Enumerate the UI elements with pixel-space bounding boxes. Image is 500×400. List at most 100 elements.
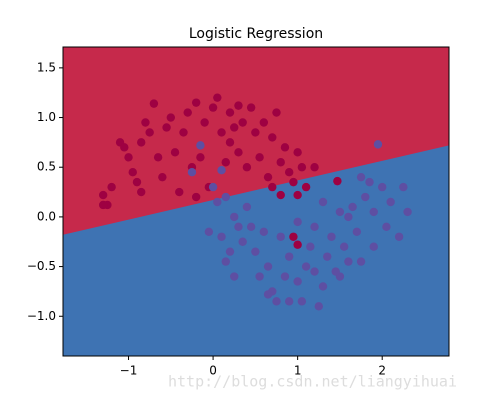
point [225,138,235,147]
point [301,182,311,192]
point [132,177,142,187]
y-tick-label: 1.0 [37,110,56,124]
point [158,172,167,182]
point [179,128,188,137]
point [297,297,307,306]
point [403,207,412,217]
chart-title: Logistic Regression [189,26,323,42]
point [314,302,323,311]
point [293,217,302,227]
point [149,99,159,108]
point [289,177,298,187]
point [331,267,340,276]
point [107,182,116,192]
point [213,197,222,207]
point [276,190,285,200]
point [234,101,243,110]
x-tick-label: 1 [294,364,302,378]
point [162,123,171,132]
point [323,252,332,261]
point [255,272,264,281]
point [124,153,133,162]
point [272,108,281,117]
point [128,167,137,177]
point [166,113,176,122]
point [327,232,336,241]
point [268,133,277,142]
point [284,252,294,261]
point [213,93,222,102]
point [293,148,302,157]
axes-frame [62,46,450,357]
point [335,207,345,217]
point [191,98,201,107]
point [386,197,395,207]
point [251,247,260,256]
point [268,182,277,192]
point [373,140,383,149]
x-tick-label: −1 [120,364,138,378]
point [259,227,269,237]
point [137,138,146,147]
point [339,242,349,251]
point [394,232,404,241]
point [382,222,391,232]
point [310,222,319,232]
point [221,192,230,202]
y-tick-label: −0.5 [27,259,56,273]
point [217,128,226,137]
point [369,242,378,251]
point [310,163,319,172]
plot-area [63,47,449,356]
point [280,143,290,152]
point [238,237,247,246]
point [255,153,264,162]
y-tick-label: 0.0 [37,209,56,223]
point [246,222,256,232]
point [293,190,302,200]
point [141,118,150,127]
y-tick-label: 0.5 [37,160,56,174]
point [365,177,374,187]
point [378,182,387,192]
point [200,118,209,127]
point [230,123,239,132]
point [225,247,235,256]
point [333,176,342,186]
point [344,212,353,222]
y-tick-label: −1.0 [27,309,56,323]
point [344,257,353,266]
point [230,212,239,222]
point [242,163,252,172]
point [280,272,290,281]
point [242,202,252,212]
point [293,240,302,249]
point [399,182,408,192]
point [263,262,273,271]
point [204,227,214,237]
point [196,153,205,162]
point [217,232,226,241]
y-tick-label: 1.5 [37,60,56,74]
point [276,158,285,167]
point [120,143,129,152]
point [293,277,302,286]
point [318,197,328,207]
point [369,207,378,217]
x-tick-label: 2 [378,364,386,378]
point [348,202,357,212]
point [196,141,205,150]
point [183,108,192,117]
point [297,163,307,172]
point [238,118,247,127]
point [145,128,154,137]
point [289,232,298,241]
point [272,297,281,306]
point [284,297,294,306]
point [187,167,197,177]
point [234,222,243,232]
point [259,118,269,127]
point [230,272,239,281]
point [170,148,180,157]
point [225,108,235,117]
